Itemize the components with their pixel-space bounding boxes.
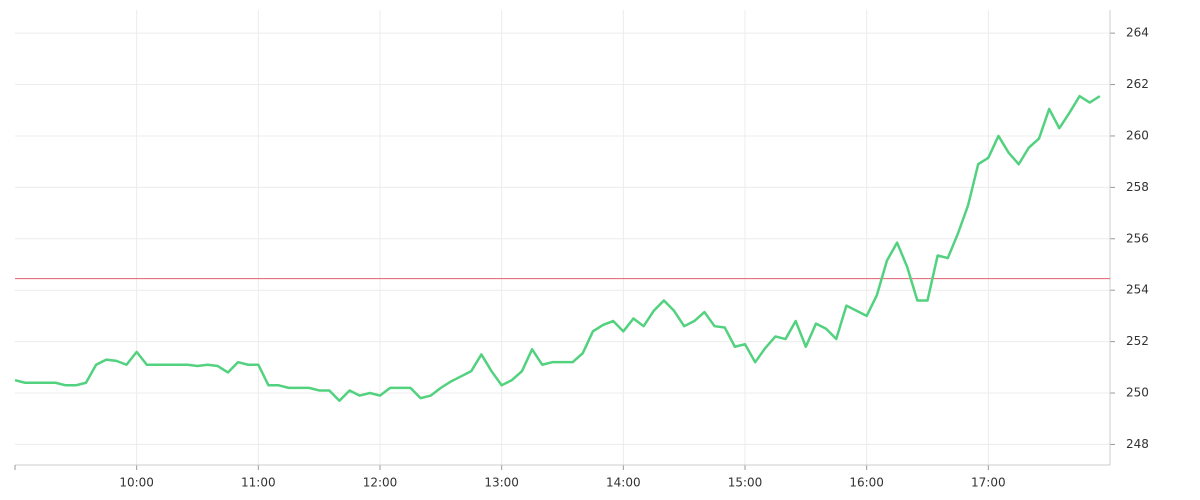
- y-tick-label: 260: [1126, 128, 1149, 142]
- x-tick-label: 15:00: [728, 476, 763, 490]
- y-tick-label: 252: [1126, 334, 1149, 348]
- y-tick-label: 264: [1126, 26, 1149, 40]
- y-tick-label: 256: [1126, 231, 1149, 245]
- y-tick-label: 248: [1126, 437, 1149, 451]
- x-tick-label: 13:00: [484, 476, 519, 490]
- x-tick-label: 14:00: [606, 476, 641, 490]
- y-tick-label: 258: [1126, 180, 1149, 194]
- x-tick-label: 10:00: [119, 476, 154, 490]
- y-tick-label: 250: [1126, 386, 1149, 400]
- y-tick-label: 254: [1126, 283, 1149, 297]
- x-tick-label: 17:00: [971, 476, 1006, 490]
- x-tick-label: 12:00: [363, 476, 398, 490]
- x-tick-label: 16:00: [849, 476, 884, 490]
- price-line: [14, 94, 1101, 402]
- y-tick-label: 262: [1126, 77, 1149, 91]
- x-tick-label: 11:00: [241, 476, 276, 490]
